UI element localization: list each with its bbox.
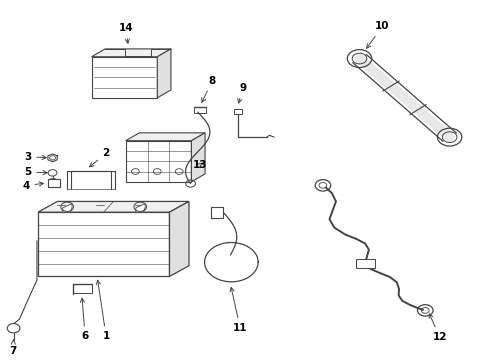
Text: 14: 14 xyxy=(118,23,133,43)
Polygon shape xyxy=(170,202,189,276)
Text: 8: 8 xyxy=(202,76,216,102)
Text: 10: 10 xyxy=(367,21,390,48)
Text: 9: 9 xyxy=(238,83,246,103)
Text: 12: 12 xyxy=(429,314,447,342)
Polygon shape xyxy=(48,179,60,187)
Text: 6: 6 xyxy=(80,298,89,342)
Polygon shape xyxy=(125,133,205,141)
Polygon shape xyxy=(38,212,170,276)
Polygon shape xyxy=(125,141,192,182)
Text: 11: 11 xyxy=(230,287,247,333)
Polygon shape xyxy=(157,49,171,98)
Text: 1: 1 xyxy=(96,280,110,342)
Text: 13: 13 xyxy=(193,159,207,170)
Polygon shape xyxy=(234,109,242,114)
Text: 7: 7 xyxy=(9,340,17,356)
Polygon shape xyxy=(63,203,72,212)
Text: 4: 4 xyxy=(22,181,43,191)
Polygon shape xyxy=(136,203,145,212)
Polygon shape xyxy=(92,57,157,98)
Polygon shape xyxy=(38,202,189,212)
Polygon shape xyxy=(356,259,375,268)
Polygon shape xyxy=(192,133,205,182)
Polygon shape xyxy=(211,207,223,217)
Text: 5: 5 xyxy=(24,167,47,177)
Text: 2: 2 xyxy=(90,148,110,167)
Polygon shape xyxy=(92,49,171,57)
Text: 3: 3 xyxy=(24,152,46,162)
